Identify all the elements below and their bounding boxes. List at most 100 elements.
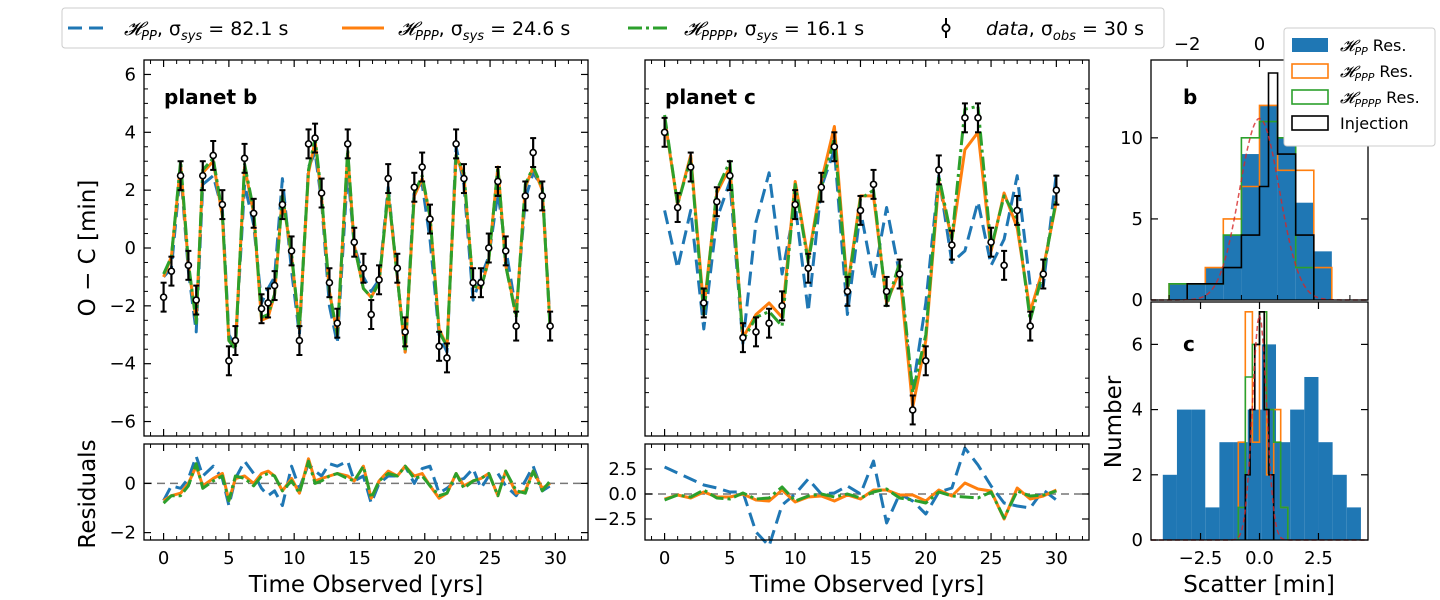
data-point (521, 192, 530, 200)
residual-ppp-line (664, 481, 1058, 521)
data-point (856, 206, 865, 215)
hist-bar-pp (1277, 137, 1296, 300)
data-point (278, 200, 287, 209)
hist-ytick-label: 2 (1132, 465, 1143, 486)
residual-pppp-line (162, 459, 552, 505)
oc-ytick-label: −6 (109, 412, 136, 433)
data-point (713, 197, 721, 206)
hist-panel-c: 0 2 4 6 c −2.5 0.0 2.5 (1132, 301, 1369, 569)
data-point (225, 356, 233, 365)
hist-bar-pp (1233, 442, 1248, 540)
data-point (512, 322, 520, 330)
hist-y-axis-title: Number (1101, 375, 1127, 468)
data-point (469, 278, 477, 287)
data-point (882, 287, 891, 296)
data-point (401, 328, 409, 336)
oc-ytick-label: −2 (109, 296, 136, 317)
data-point (359, 264, 368, 273)
data-point (817, 183, 826, 192)
oc-y-axis-title: O − C [min] (75, 180, 101, 317)
data-point (974, 114, 982, 122)
data-point (501, 247, 510, 255)
data-point (350, 238, 359, 247)
data-point (375, 276, 383, 284)
data-point (393, 264, 402, 273)
data-point (477, 278, 485, 287)
res-xtick-label: 0 (158, 548, 169, 569)
data-point (240, 154, 249, 163)
oc-frame (644, 59, 1090, 437)
data-point (176, 171, 185, 180)
hist-ytick-label: 0 (1132, 530, 1143, 551)
hist-top-xtick-label: 0 (1254, 34, 1265, 55)
data-point (231, 336, 240, 345)
res-ytick-label: 0.0 (608, 484, 637, 505)
hist-bar-pp (1191, 409, 1206, 540)
oc-ytick-label: 6 (125, 64, 136, 85)
data-point (1039, 270, 1048, 278)
data-point (1013, 206, 1021, 215)
res-xtick-label: 30 (544, 548, 567, 569)
oc-ytick-label: 2 (125, 180, 136, 201)
res-xtick-label: 30 (1045, 548, 1068, 569)
res-xtick-label: 25 (980, 548, 1003, 569)
hist-bar-pp (1290, 409, 1305, 540)
series-ppp-line (663, 117, 1058, 409)
data-point (367, 310, 376, 319)
legend: 𝓗PP, σsys = 82.1 s 𝓗PPP, σsys = 24.6 s 𝓗PP… (61, 7, 1165, 49)
hist-legend-label-data: Injection (1340, 114, 1409, 133)
data-point (948, 241, 956, 249)
hist-panel-label: b (1183, 85, 1197, 109)
res-xtick-label: 5 (724, 548, 735, 569)
data-point (935, 166, 943, 174)
data-point (384, 174, 393, 183)
data-point (167, 267, 176, 275)
legend-data-marker (941, 23, 951, 33)
res-ytick-label: 0 (125, 473, 136, 494)
legend-label-pppp: 𝓗PPPP, σsys = 16.1 s (684, 18, 864, 44)
data-point (1026, 322, 1035, 330)
hist-bar-pp (1241, 154, 1260, 300)
residual-pppp-line (664, 485, 1057, 520)
series-pppp-line (663, 104, 1058, 395)
hist-bar-pp (1346, 507, 1361, 540)
res-frame (644, 443, 1090, 541)
data-point (295, 336, 304, 345)
res-xtick-label: 5 (223, 548, 234, 569)
oc-ytick-label: −4 (109, 354, 136, 375)
hist-step-injection (1186, 72, 1315, 300)
hist-bar-pp (1169, 283, 1188, 300)
oc-ytick-label: 0 (125, 238, 136, 259)
hist-bar-pp (1295, 202, 1314, 300)
hist-bar-pp (1187, 283, 1206, 300)
hist-bar-pp (1313, 251, 1332, 300)
res-xtick-label: 0 (659, 548, 670, 569)
data-point (726, 171, 734, 180)
hist-legend: 𝓗PP Res.𝓗PPP Res.𝓗PPPP Res.Injection (1283, 27, 1436, 147)
hist-legend-swatch-pp (1292, 38, 1328, 52)
data-point (686, 163, 695, 171)
data-point (660, 128, 669, 137)
hist-xtick-label: 0.0 (1245, 548, 1274, 569)
legend-frame (61, 7, 1165, 49)
data-point (752, 328, 760, 336)
data-point (317, 189, 326, 197)
oc-ytick-label: 4 (125, 122, 136, 143)
oc-panel-b: 6 4 2 0 −2 −4 −6 planet b (109, 59, 589, 437)
data-point (452, 140, 460, 148)
data-point (249, 209, 258, 218)
data-point (987, 238, 995, 247)
hist-x-axis-title: Scatter [min] (1183, 572, 1335, 598)
res-xtick-label: 15 (849, 548, 872, 569)
legend-label-ppp: 𝓗PPP, σsys = 24.6 s (398, 18, 570, 44)
hist-xtick-label: 2.5 (1304, 548, 1333, 569)
res-ytick-label: −2.5 (593, 509, 637, 530)
res-ytick-label: −2 (109, 523, 136, 544)
data-point (264, 299, 272, 307)
hist-panel-label: c (1183, 332, 1195, 356)
planet-label: planet b (164, 85, 257, 109)
hist-xtick-label: −2.5 (1179, 548, 1223, 569)
data-point (218, 200, 227, 209)
data-point (494, 177, 502, 186)
hist-legend-swatch-data (1291, 115, 1329, 131)
